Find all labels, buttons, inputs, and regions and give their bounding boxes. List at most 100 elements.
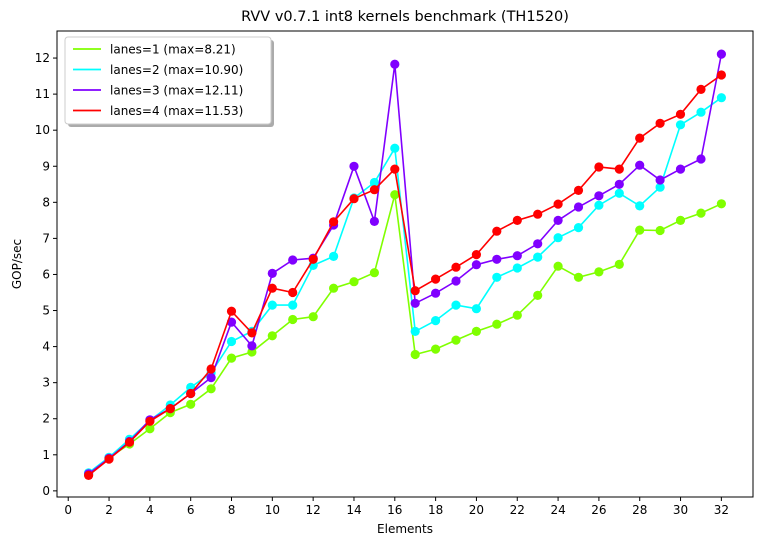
- series-2-point: [635, 201, 645, 211]
- series-1-point: [349, 277, 359, 287]
- series-1-point: [226, 353, 237, 363]
- series-1-point: [431, 344, 441, 354]
- series-4-point: [573, 185, 584, 195]
- series-1-point: [471, 326, 481, 336]
- series-4-point: [614, 164, 624, 174]
- series-1-point: [410, 349, 420, 360]
- series-4-point: [349, 194, 359, 204]
- series-3-point: [267, 268, 277, 278]
- x-tick-label: 16: [387, 503, 402, 517]
- series-2-point: [410, 326, 420, 336]
- series-2-point: [369, 177, 379, 188]
- x-tick-label: 20: [469, 503, 484, 517]
- legend-label: lanes=4 (max=11.53): [110, 104, 243, 118]
- series-3-point: [696, 154, 706, 164]
- y-tick-label: 1: [42, 448, 50, 462]
- y-tick-label: 4: [42, 340, 50, 354]
- series-1-point: [655, 225, 665, 236]
- series-4-point: [533, 209, 543, 219]
- x-axis-label: Elements: [377, 522, 433, 536]
- x-tick-label: 14: [346, 503, 361, 517]
- y-axis-label: GOP/sec: [10, 239, 24, 289]
- series-2-point: [431, 316, 441, 326]
- x-tick-label: 6: [187, 503, 195, 517]
- series-4-point: [492, 226, 502, 236]
- series-4-point: [247, 328, 257, 338]
- series-4-point: [390, 164, 400, 174]
- plot-area: [84, 49, 727, 480]
- series-4-point: [451, 262, 461, 272]
- series-4-point: [124, 437, 135, 447]
- series-1-point: [186, 399, 196, 409]
- y-tick-label: 0: [42, 484, 50, 498]
- series-2-point: [226, 336, 237, 347]
- series-1-point: [206, 384, 216, 394]
- series-4-point: [145, 416, 155, 426]
- series-1-point: [614, 259, 624, 269]
- series-2-point: [451, 300, 461, 310]
- series-4-point: [716, 70, 727, 80]
- series-1-point: [675, 215, 686, 225]
- series-1-point: [696, 208, 706, 218]
- x-tick-label: 12: [306, 503, 321, 517]
- legend-box: [64, 36, 272, 125]
- series-4-point: [288, 287, 298, 298]
- series-3-point: [614, 179, 624, 189]
- series-3-point: [206, 373, 216, 383]
- series-4-point: [512, 215, 522, 225]
- y-tick-label: 8: [42, 195, 50, 209]
- series-1-point: [308, 312, 318, 322]
- series-1-point: [594, 267, 604, 277]
- series-2-point: [533, 252, 543, 262]
- series-3-point: [655, 175, 665, 185]
- series-4: [84, 70, 727, 480]
- series-3-point: [471, 260, 481, 270]
- series-4-point: [553, 199, 563, 209]
- series-1-point: [492, 319, 502, 329]
- series-4-point: [410, 286, 420, 296]
- series-2-point: [614, 188, 624, 198]
- series-4-point: [696, 84, 706, 94]
- series-4-point: [369, 185, 379, 195]
- series-2-point: [675, 120, 686, 130]
- series-2-point: [329, 251, 339, 261]
- y-tick-label: 10: [35, 123, 50, 137]
- x-tick-label: 28: [632, 503, 647, 517]
- series-4-point: [308, 254, 318, 264]
- series-4-point: [84, 470, 94, 480]
- series-1-point: [369, 268, 379, 278]
- series-3-point: [533, 239, 543, 249]
- series-3-point: [573, 202, 584, 212]
- series-4-point: [471, 250, 481, 260]
- series-3-point: [431, 288, 441, 298]
- series-2-point: [696, 107, 706, 117]
- series-1-point: [553, 261, 563, 271]
- series-4-point: [206, 364, 216, 374]
- series-2-point: [573, 223, 584, 233]
- y-tick-label: 2: [42, 412, 50, 426]
- series-3-point: [390, 59, 400, 69]
- series-2-point: [267, 300, 277, 310]
- series-3-point: [716, 49, 727, 59]
- chart-title: RVV v0.7.1 int8 kernels benchmark (TH152…: [241, 9, 569, 25]
- legend-label: lanes=3 (max=12.11): [110, 84, 243, 98]
- series-4-point: [186, 388, 196, 399]
- y-tick-label: 12: [35, 51, 50, 65]
- x-tick-label: 2: [105, 503, 113, 517]
- series-1-point: [533, 290, 543, 300]
- series-4-point: [675, 109, 686, 119]
- x-tick-label: 24: [550, 503, 565, 517]
- x-tick-label: 4: [146, 503, 154, 517]
- series-1-point: [635, 225, 645, 235]
- series-3-point: [451, 276, 461, 286]
- series-4-point: [329, 217, 339, 227]
- x-tick-label: 32: [714, 503, 729, 517]
- x-tick-label: 26: [591, 503, 606, 517]
- series-1-point: [267, 331, 277, 341]
- series-4-point: [431, 274, 441, 284]
- series-1-point: [512, 310, 522, 320]
- series-1-point: [288, 314, 298, 325]
- series-1-point: [390, 190, 400, 200]
